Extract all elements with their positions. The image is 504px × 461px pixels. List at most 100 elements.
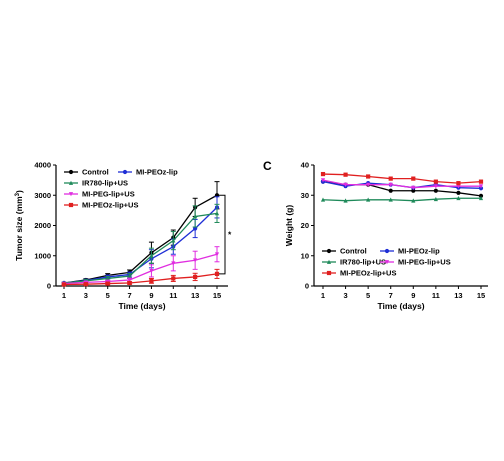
point-ir780-lip-us-4: [411, 198, 416, 203]
tumor-y-tick-label-4: 4000: [34, 161, 51, 170]
point-tumor-legend-ir780-lip-us-0: [68, 180, 74, 185]
weight-series-ir780-lip-us: [320, 195, 484, 203]
weight-legend-label-mi-peoz-lip: MI-PEOz-lip: [398, 247, 440, 256]
weight-x-tick-label-2: 5: [366, 291, 370, 300]
weight-legend-label-control: Control: [340, 247, 367, 256]
tumor-x-tick-label-7: 15: [213, 291, 221, 300]
tumor-x-axis-label: Time (days): [118, 301, 165, 311]
point-mi-peoz-lip-us-0: [320, 171, 326, 177]
point-mi-peoz-lip-us-3: [388, 176, 393, 181]
point-ir780-lip-us-0: [320, 197, 326, 202]
point-mi-peg-lip-us-7: [214, 252, 220, 257]
point-tumor-legend-mi-peoz-lip-0: [122, 169, 128, 175]
tumor-x-tick-label-1: 3: [84, 291, 88, 300]
weight-y-tick-label-2: 20: [301, 221, 309, 230]
weight-series-mi-peg-lip-us: [320, 178, 484, 190]
point-mi-peg-lip-us-0: [320, 178, 326, 183]
point-weight-legend-mi-peg-lip-us-0: [384, 260, 390, 265]
point-ir780-lip-us-5: [171, 238, 176, 243]
point-mi-peoz-lip-us-7: [478, 179, 484, 184]
point-mi-peoz-lip-us-6: [193, 274, 198, 280]
point-ir780-lip-us-3: [127, 273, 132, 278]
tumor-y-tick-label-3: 3000: [34, 191, 51, 200]
point-control-7: [478, 193, 484, 198]
weight-y-tick-label-4: 40: [301, 161, 309, 170]
tumor-line-mi-peoz-lip-us: [63, 273, 218, 286]
tumor-x-tick-label-6: 13: [191, 291, 199, 300]
point-mi-peg-lip-us-5: [171, 261, 176, 266]
tumor-y-axis-label: Tumor size (mm3): [14, 190, 24, 261]
point-mi-peg-lip-us-5: [433, 184, 438, 189]
point-control-3: [388, 188, 393, 193]
point-mi-peg-lip-us-3: [388, 182, 393, 187]
point-mi-peoz-lip-us-5: [433, 179, 438, 184]
point-weight-legend-mi-peoz-lip-0: [384, 248, 390, 254]
point-ir780-lip-us-6: [456, 195, 461, 201]
tumor-x-tick-label-3: 7: [127, 291, 131, 300]
tumor-legend-label-ir780-lip-us: IR780-lip+US: [82, 179, 128, 188]
weight-y-tick-label-3: 30: [301, 191, 309, 200]
point-mi-peoz-lip-us-1: [83, 282, 88, 287]
tumor-line-ir780-lip-us: [63, 212, 218, 284]
point-mi-peg-lip-us-6: [456, 184, 461, 189]
point-ir780-lip-us-5: [433, 196, 438, 202]
point-mi-peoz-lip-us-0: [61, 282, 67, 287]
weight-line-mi-peoz-lip-us: [322, 173, 482, 184]
weight-legend-label-mi-peg-lip-us: MI-PEG-lip+US: [398, 258, 451, 267]
point-mi-peoz-lip-us-2: [105, 281, 110, 286]
point-mi-peg-lip-us-4: [411, 185, 416, 190]
tumor-legend-label-mi-peoz-lip-us: MI-PEOz-lip+US: [82, 201, 138, 210]
point-mi-peoz-lip-us-6: [456, 181, 461, 186]
point-mi-peoz-lip-us-3: [127, 280, 132, 286]
tumor-legend-label-mi-peg-lip-us: MI-PEG-lip+US: [82, 190, 135, 199]
point-control-6: [456, 190, 461, 195]
point-weight-legend-control-0: [326, 248, 332, 254]
point-mi-peg-lip-us-3: [127, 278, 132, 283]
point-ir780-lip-us-7: [214, 211, 220, 216]
point-mi-peg-lip-us-1: [343, 182, 348, 187]
point-tumor-legend-control-0: [68, 169, 74, 175]
point-mi-peoz-lip-us-1: [343, 172, 348, 177]
point-control-4: [411, 188, 416, 193]
tumor-line-control: [63, 194, 218, 284]
weight-line-ir780-lip-us: [322, 197, 481, 202]
point-ir780-lip-us-2: [366, 197, 371, 202]
weight-x-tick-label-6: 13: [454, 291, 462, 300]
tumor-x-tick-label-5: 11: [169, 291, 177, 300]
point-ir780-lip-us-1: [343, 198, 348, 203]
weight-x-tick-label-7: 15: [477, 291, 485, 300]
tumor-x-tick-label-0: 1: [62, 291, 66, 300]
weight-y-tick-label-1: 10: [301, 251, 309, 260]
weight-x-axis-label: Time (days): [377, 301, 424, 311]
weight-y-tick-label-0: 0: [305, 282, 309, 291]
panel-letter-c: C: [263, 159, 272, 173]
tumor-legend-label-control: Control: [82, 168, 109, 177]
tumor-y-tick-label-0: 0: [47, 282, 51, 291]
tumor-line-mi-peg-lip-us: [63, 253, 218, 285]
point-ir780-lip-us-2: [105, 276, 110, 281]
point-weight-legend-ir780-lip-us-0: [326, 259, 332, 264]
point-tumor-legend-mi-peg-lip-us-0: [68, 192, 74, 197]
point-ir780-lip-us-7: [478, 195, 484, 201]
significance-bracket: [219, 194, 226, 275]
weight-legend-label-ir780-lip-us: IR780-lip+US: [340, 258, 386, 267]
point-mi-peoz-lip-us-4: [149, 278, 154, 283]
tumor-x-tick-label-4: 9: [149, 291, 153, 300]
weight-legend: Control MI-PEOz-lip IR780-lip+US MI-PEG-lip…: [322, 247, 451, 278]
point-mi-peg-lip-us-2: [366, 182, 371, 187]
weight-series-mi-peoz-lip-us: [320, 171, 484, 186]
weight-x-tick-label-4: 9: [411, 291, 415, 300]
tumor-series-mi-peoz-lip-us: [61, 268, 220, 287]
weight-x-tick-label-0: 1: [321, 291, 325, 300]
point-mi-peg-lip-us-4: [149, 268, 154, 274]
point-ir780-lip-us-4: [149, 253, 154, 258]
weight-line-mi-peg-lip-us: [322, 179, 481, 189]
point-mi-peoz-lip-us-4: [411, 176, 416, 181]
point-mi-peg-lip-us-7: [478, 184, 484, 189]
weight-y-axis-label: Weight (g): [284, 205, 294, 247]
point-control-5: [433, 188, 438, 193]
